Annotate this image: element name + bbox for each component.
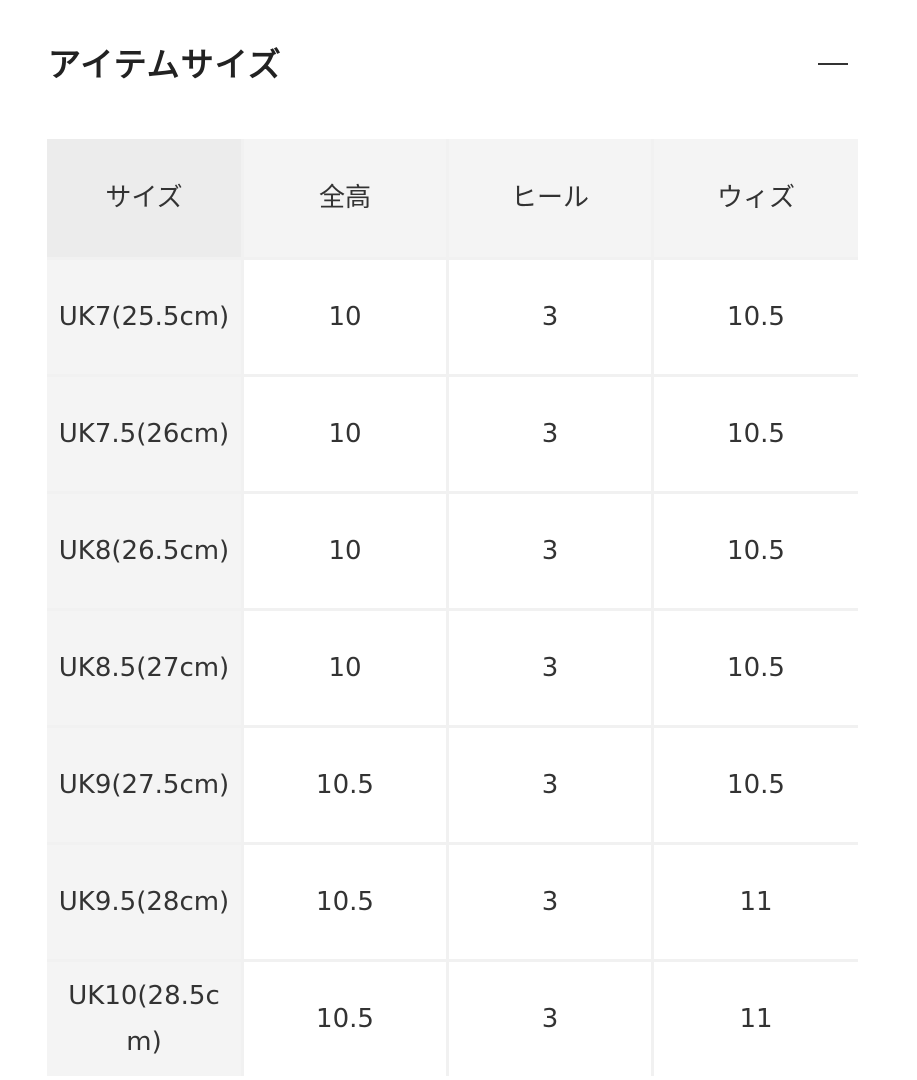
total-height-cell: 10 bbox=[244, 611, 446, 725]
width-cell: 10.5 bbox=[654, 260, 858, 374]
size-table: サイズ 全高 ヒール ウィズ UK7(25.5cm) 10 3 10.5 UK7.5(2… bbox=[47, 139, 858, 1076]
header-size: サイズ bbox=[47, 139, 241, 257]
header-width: ウィズ bbox=[654, 139, 858, 257]
width-cell: 10.5 bbox=[654, 611, 858, 725]
total-height-cell: 10 bbox=[244, 377, 446, 491]
total-height-cell: 10 bbox=[244, 494, 446, 608]
size-cell: UK7.5(26cm) bbox=[47, 377, 241, 491]
heel-cell: 3 bbox=[449, 377, 651, 491]
heel-cell: 3 bbox=[449, 962, 651, 1076]
width-cell: 10.5 bbox=[654, 494, 858, 608]
size-cell: UK9.5(28cm) bbox=[47, 845, 241, 959]
width-cell: 10.5 bbox=[654, 377, 858, 491]
header-heel: ヒール bbox=[449, 139, 651, 257]
total-height-cell: 10.5 bbox=[244, 728, 446, 842]
section-header[interactable]: アイテムサイズ bbox=[48, 40, 858, 90]
size-cell: UK10(28.5cm) bbox=[47, 962, 241, 1076]
heel-cell: 3 bbox=[449, 728, 651, 842]
width-cell: 10.5 bbox=[654, 728, 858, 842]
heel-cell: 3 bbox=[449, 845, 651, 959]
minus-icon[interactable] bbox=[818, 63, 848, 65]
total-height-cell: 10.5 bbox=[244, 845, 446, 959]
size-cell: UK9(27.5cm) bbox=[47, 728, 241, 842]
size-cell: UK8(26.5cm) bbox=[47, 494, 241, 608]
section-title: アイテムサイズ bbox=[48, 45, 282, 84]
width-cell: 11 bbox=[654, 962, 858, 1076]
size-cell: UK7(25.5cm) bbox=[47, 260, 241, 374]
width-cell: 11 bbox=[654, 845, 858, 959]
total-height-cell: 10.5 bbox=[244, 962, 446, 1076]
heel-cell: 3 bbox=[449, 494, 651, 608]
size-cell: UK8.5(27cm) bbox=[47, 611, 241, 725]
heel-cell: 3 bbox=[449, 260, 651, 374]
header-total-height: 全高 bbox=[244, 139, 446, 257]
heel-cell: 3 bbox=[449, 611, 651, 725]
total-height-cell: 10 bbox=[244, 260, 446, 374]
